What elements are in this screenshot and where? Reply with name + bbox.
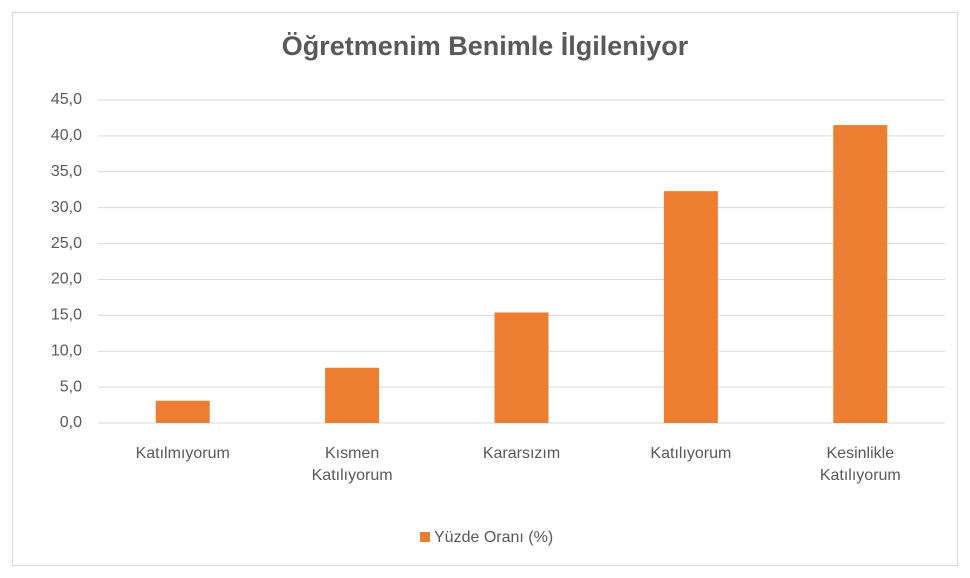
y-tick-label: 35,0 <box>51 163 82 180</box>
y-tick-label: 20,0 <box>51 271 82 288</box>
y-tick-label: 5,0 <box>60 378 82 395</box>
chart-title: Öğretmenim Benimle İlgileniyor <box>282 31 689 61</box>
x-tick-label: Kararsızım <box>482 445 561 462</box>
y-tick-label: 25,0 <box>51 235 82 252</box>
bar <box>663 191 718 423</box>
bar <box>494 312 549 423</box>
x-tick-label: Katılmıyorum <box>135 445 230 462</box>
y-tick-label: 40,0 <box>51 127 82 144</box>
legend-label: Yüzde Oranı (%) <box>434 529 553 546</box>
bar <box>155 400 210 423</box>
bar <box>833 125 888 423</box>
x-tick-label: Katılıyorum <box>650 445 732 462</box>
chart-frame <box>12 12 958 566</box>
y-tick-label: 10,0 <box>51 342 82 359</box>
y-tick-label: 45,0 <box>51 91 82 108</box>
bar <box>325 367 380 423</box>
x-tick-label: Kısmen Katılıyorum <box>311 445 393 484</box>
y-tick-label: 0,0 <box>60 414 82 431</box>
x-tick-label: Kesinlikle Katılıyorum <box>819 445 901 484</box>
y-tick-label: 30,0 <box>51 199 82 216</box>
legend-swatch <box>420 532 430 542</box>
y-tick-label: 15,0 <box>51 307 82 324</box>
